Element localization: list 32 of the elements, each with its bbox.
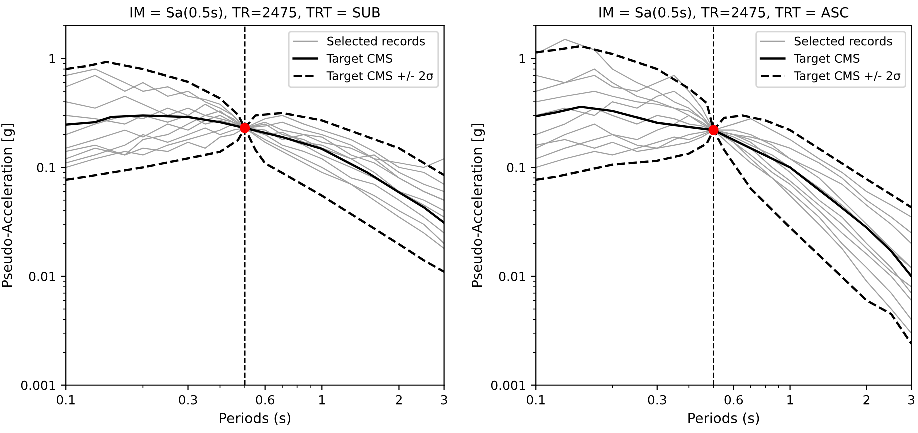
chart-title: IM = Sa(0.5s), TR=2475, TRT = SUB (130, 7, 380, 20)
x-axis-title: Periods (s) (688, 412, 760, 426)
legend-label: Target CMS +/- 2σ (794, 71, 901, 83)
legend-label: Target CMS (326, 54, 392, 66)
y-tick-label: 1 (50, 54, 56, 64)
chart-title: IM = Sa(0.5s), TR=2475, TRT = ASC (600, 7, 849, 20)
legend-label: Selected records (794, 36, 892, 46)
x-tick-label: 0.3 (648, 395, 666, 405)
y-tick-label: 0.01 (499, 272, 526, 282)
x-tick-label: 0.1 (526, 395, 545, 405)
x-tick-label: 0.3 (179, 395, 198, 405)
x-tick-label: 0.6 (256, 395, 274, 405)
x-tick-label: 1 (788, 395, 794, 405)
x-tick-label: 3 (441, 395, 448, 405)
x-axis-title: Periods (s) (220, 412, 291, 426)
y-axis-title: Pseudo-Acceleration [g] (472, 124, 486, 287)
y-tick-label: 0.001 (491, 380, 526, 390)
x-tick-label: 3 (908, 395, 915, 405)
y-tick-label: 0.1 (37, 163, 56, 173)
x-tick-label: 0.6 (724, 395, 744, 405)
y-tick-label: 0.1 (507, 163, 526, 173)
y-tick-label: 0.001 (21, 380, 56, 390)
legend-label: Selected records (328, 36, 426, 46)
y-axis-title: Pseudo-Acceleration [g] (2, 124, 16, 287)
x-tick-label: 1 (320, 395, 325, 405)
x-tick-label: 2 (396, 395, 402, 405)
legend-label: Target CMS +/- 2σ (326, 71, 434, 83)
x-tick-label: 2 (864, 395, 870, 405)
legend-label: Target CMS (794, 54, 860, 66)
y-tick-label: 1 (520, 54, 526, 64)
y-tick-label: 0.01 (29, 272, 56, 282)
x-tick-label: 0.1 (56, 395, 75, 405)
